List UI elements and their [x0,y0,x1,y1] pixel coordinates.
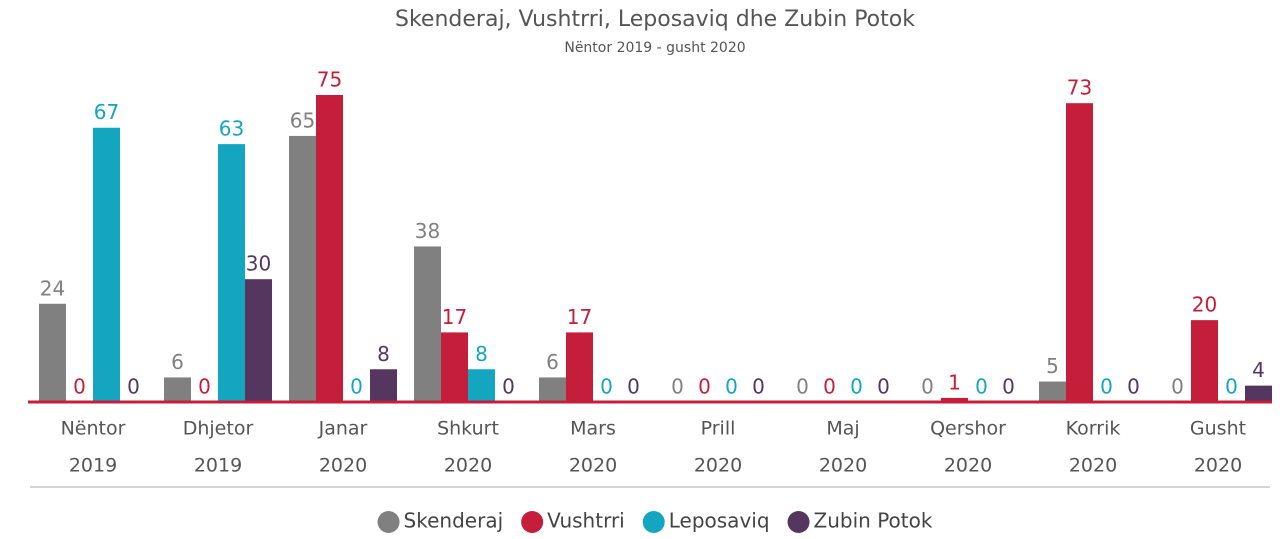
bar [218,144,245,402]
data-label: 30 [246,252,271,276]
data-label: 0 [796,375,809,399]
x-tick-label: Shkurt [437,418,499,440]
legend-label: Leposaviq [669,509,770,533]
x-tick-label: Korrik [1066,418,1121,440]
data-label: 0 [502,375,515,399]
chart-subtitle: Nëntor 2019 - gusht 2020 [564,40,745,56]
x-tick-label: Maj [826,418,859,440]
x-tick-label: Qershor [930,418,1006,440]
data-label: 73 [1067,76,1092,100]
data-label: 0 [73,375,86,399]
data-label: 0 [1127,375,1140,399]
data-label: 63 [219,117,244,141]
data-label: 0 [1002,375,1015,399]
data-label: 0 [671,375,684,399]
data-label: 20 [1192,293,1217,317]
data-label: 0 [698,375,711,399]
x-tick-label: 2020 [444,455,492,477]
bar [39,303,66,402]
data-label: 24 [40,276,65,300]
x-tick-label: 2020 [319,455,367,477]
bar [93,127,120,402]
data-label: 17 [442,305,467,329]
bar [414,246,441,402]
x-tick-label: Prill [701,418,736,440]
legend-marker [642,511,665,533]
data-label: 0 [127,375,140,399]
bar [441,332,468,402]
data-label: 0 [921,375,934,399]
data-label: 0 [350,375,363,399]
data-label: 0 [1100,375,1113,399]
data-label: 0 [600,375,613,399]
x-tick-label: Dhjetor [183,418,254,440]
bar [316,95,343,402]
data-label: 6 [546,350,559,374]
legend-marker [787,511,810,533]
legend-label: Vushtrri [547,509,625,533]
data-label: 0 [850,375,863,399]
data-label: 4 [1252,358,1265,382]
bar [539,377,566,402]
x-tick-label: 2020 [1194,455,1242,477]
bar [468,369,495,402]
bar [566,332,593,402]
bar [1191,320,1218,402]
data-label: 67 [94,100,119,124]
x-tick-label: 2019 [194,455,242,477]
x-tick-label: Gusht [1190,418,1246,440]
bar [164,377,191,402]
data-label: 0 [725,375,738,399]
bar [370,369,397,402]
legend-label: Skenderaj [404,509,504,533]
x-tick-label: Nëntor [61,418,126,440]
data-label: 17 [567,305,592,329]
data-label: 0 [1225,375,1238,399]
data-label: 0 [975,375,988,399]
bar [289,135,316,402]
bar [1039,381,1066,402]
x-tick-label: 2020 [1069,455,1117,477]
data-label: 1 [948,370,961,394]
legend-label: Zubin Potok [814,509,933,533]
data-label: 5 [1046,354,1059,378]
bar [941,397,968,402]
data-label: 6 [171,350,184,374]
data-label: 0 [752,375,765,399]
bar [245,279,272,402]
x-tick-label: Mars [570,418,616,440]
data-label: 0 [877,375,890,399]
x-tick-label: 2020 [819,455,867,477]
x-tick-label: Janar [318,418,368,440]
x-tick-label: 2020 [694,455,742,477]
x-tick-label: 2019 [69,455,117,477]
data-label: 8 [377,342,390,366]
legend-marker [521,511,544,533]
bar [1245,385,1272,402]
data-label: 38 [415,219,440,243]
legend-marker [377,511,400,533]
data-label: 0 [627,375,640,399]
data-label: 8 [475,342,488,366]
data-label: 0 [823,375,836,399]
data-label: 75 [317,68,342,92]
data-label: 0 [198,375,211,399]
x-tick-label: 2020 [569,455,617,477]
bar [1066,103,1093,402]
x-tick-label: 2020 [944,455,992,477]
data-label: 65 [290,108,315,132]
data-label: 0 [1171,375,1184,399]
chart-title: Skenderaj, Vushtrri, Leposaviq dhe Zubin… [395,7,915,32]
